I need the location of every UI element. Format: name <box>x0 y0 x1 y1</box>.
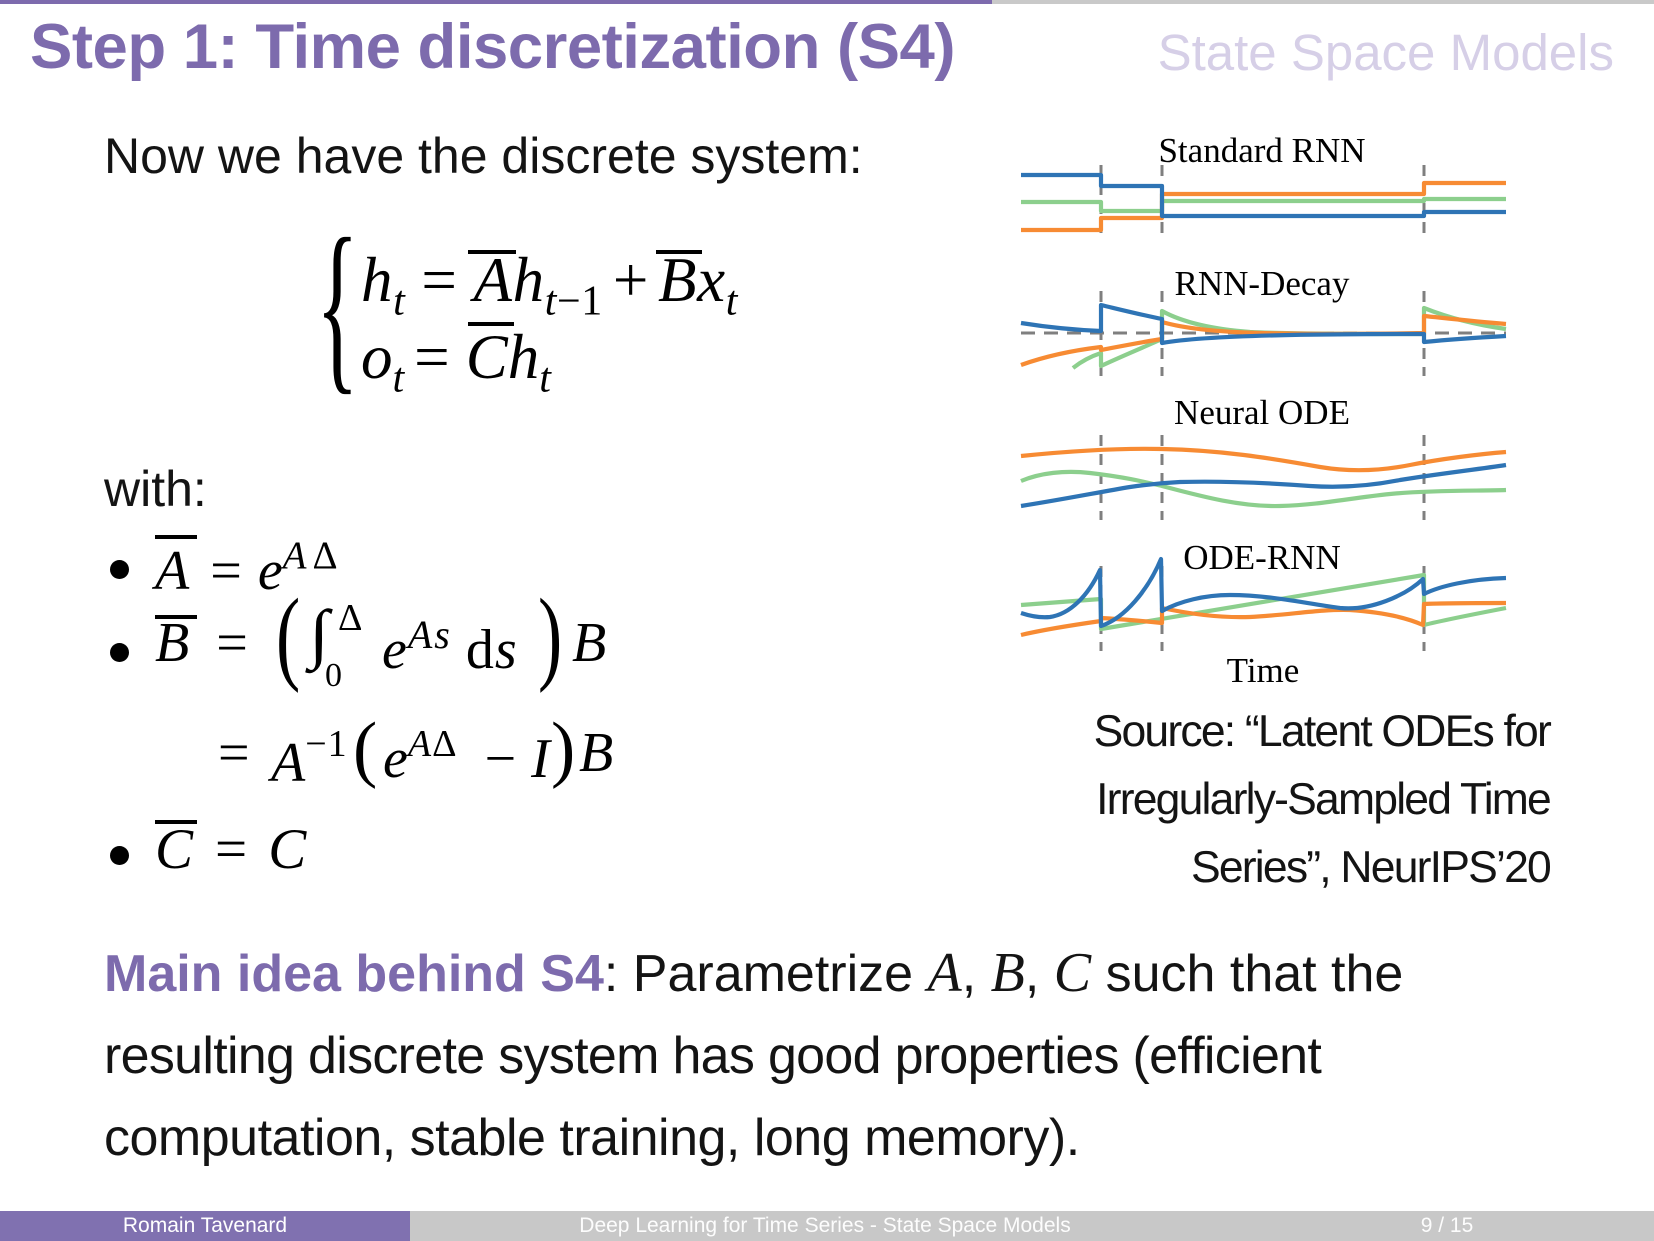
svg-text:ODE-RNN: ODE-RNN <box>1183 538 1340 577</box>
svg-text:Time: Time <box>1227 651 1300 690</box>
svg-text:RNN-Decay: RNN-Decay <box>1175 264 1350 303</box>
svg-text:Neural ODE: Neural ODE <box>1174 393 1350 432</box>
svg-text:Standard RNN: Standard RNN <box>1158 131 1365 170</box>
